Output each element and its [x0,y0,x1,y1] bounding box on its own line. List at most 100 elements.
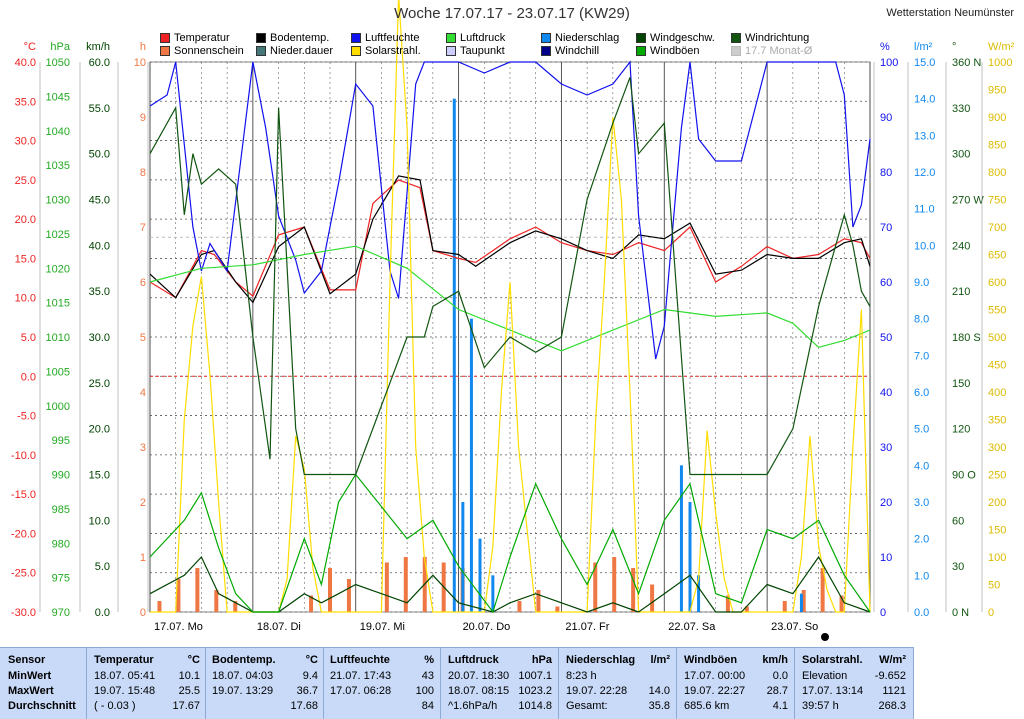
axis-tick-label-direction: 300 [952,149,970,161]
axis-tick-label-wind: 45.0 [89,195,110,207]
bar-sonnenschein [650,584,655,612]
bar-sonnenschein [801,590,806,612]
axis-tick-label-temp: -5.0 [17,411,36,423]
axis-tick-label-rain: 0.0 [914,607,929,619]
bar-niederschlag [461,502,465,612]
station-name: Wetterstation Neumünster [886,7,1014,19]
axis-tick-label-humidity: 20 [880,497,892,509]
axis-tick-label-humidity: 0 [880,607,886,619]
day-label: 20.07. Do [463,621,511,633]
axis-tick-label-solar: 300 [988,442,1006,454]
axis-tick-label-solar: 150 [988,525,1006,537]
bar-niederschlag [799,593,803,612]
bar-niederschlag [478,538,482,612]
axis-tick-label-sun: 1 [140,552,146,564]
legend-item-bodentemp: Bodentemp. [256,32,329,44]
axis-tick-label-solar: 550 [988,305,1006,317]
axis-tick-label-rain: 4.0 [914,460,929,472]
axis-tick-label-rain: 3.0 [914,497,929,509]
axis-tick-label-humidity: 60 [880,277,892,289]
bar-sonnenschein [233,601,238,612]
axis-tick-label-sun: 8 [140,167,146,179]
axis-tick-label-wind: 10.0 [89,515,110,527]
axis-tick-label-solar: 650 [988,250,1006,262]
axis-tick-label-sun: 10 [134,57,146,69]
axis-tick-label-rain: 13.0 [914,130,935,142]
bar-sonnenschein [176,579,181,612]
day-label: 17.07. Mo [154,621,203,633]
axis-tick-label-sun: 9 [140,112,146,124]
chart-title: Woche 17.07.17 - 23.07.17 (KW29) [394,5,630,22]
axis-tick-label-humidity: 70 [880,222,892,234]
axis-tick-label-direction: 240 [952,240,970,252]
series-line-bodentemp [149,175,871,304]
bar-sonnenschein [631,568,636,612]
current-marker [821,633,829,641]
axis-tick-label-pressure: 1000 [46,401,70,413]
axis-tick-label-wind: 15.0 [89,470,110,482]
stats-col-sensor: Sensor MinWert MaxWert Durchschnitt [8,654,76,712]
axis-tick-label-sun: 6 [140,277,146,289]
bar-niederschlag [491,575,495,612]
series-line-solarstrahl [150,0,871,613]
stats-col-niederschlag: Niederschlag l/m² 8:23 h 19.07. 22:28 14.0… [566,654,670,712]
axis-tick-label-pressure: 1015 [46,298,70,310]
axis-tick-label-rain: 8.0 [914,314,929,326]
axis-tick-label-direction: 210 [952,286,970,298]
axis-tick-label-humidity: 100 [880,57,898,69]
series-line-temperatur [149,179,871,299]
axis-tick-label-temp: -10.0 [11,450,36,462]
day-label: 21.07. Fr [565,621,609,633]
bar-sonnenschein [384,562,389,612]
axis-unit-rain: l/m² [914,41,933,53]
axis-tick-label-pressure: 985 [52,504,70,516]
axis-tick-label-temp: 30.0 [15,136,36,148]
bar-sonnenschein [555,606,560,612]
axis-tick-label-rain: 9.0 [914,277,929,289]
axis-tick-label-solar: 350 [988,415,1006,427]
axis-tick-label-humidity: 10 [880,552,892,564]
legend-item-windrichtung: Windrichtung [731,32,809,44]
legend-item-luftdruck: Luftdruck [446,32,505,44]
axis-tick-label-direction: 150 [952,378,970,390]
bar-sonnenschein [328,568,332,612]
axis-tick-label-solar: 250 [988,470,1006,482]
axis-tick-label-humidity: 50 [880,332,892,344]
bar-sonnenschein [839,595,844,612]
bar-niederschlag [688,502,692,612]
axis-tick-label-rain: 14.0 [914,94,935,106]
axis-tick-label-rain: 7.0 [914,350,929,362]
axis-tick-label-humidity: 30 [880,442,892,454]
bar-sonnenschein [536,590,541,612]
axis-tick-label-temp: 0.0 [21,371,36,383]
bar-sonnenschein [214,590,219,612]
bar-sonnenschein [309,595,314,612]
bar-niederschlag [452,98,456,612]
axis-tick-label-pressure: 1050 [46,57,70,69]
axis-tick-label-humidity: 40 [880,387,892,399]
axis-tick-label-direction: 90 O [952,470,976,482]
axis-tick-label-solar: 400 [988,387,1006,399]
axis-tick-label-wind: 60.0 [89,57,110,69]
axis-tick-label-rain: 5.0 [914,424,929,436]
stats-col-bodentemp: Bodentemp. °C 18.07. 04:03 9.4 19.07. 13:2… [212,654,318,712]
bar-niederschlag [697,575,701,612]
axis-unit-direction: ° [952,41,956,53]
axis-tick-label-sun: 4 [140,387,146,399]
legend-item-luftfeuchte: Luftfeuchte [351,32,419,44]
axis-tick-label-pressure: 1030 [46,195,70,207]
axis-tick-label-sun: 5 [140,332,146,344]
axis-tick-label-solar: 750 [988,195,1006,207]
axis-tick-label-pressure: 970 [52,607,70,619]
axis-tick-label-rain: 1.0 [914,570,929,582]
axis-tick-label-solar: 600 [988,277,1006,289]
axis-tick-label-direction: 180 S [952,332,981,344]
axis-tick-label-wind: 35.0 [89,286,110,298]
axis-tick-label-temp: -25.0 [11,568,36,580]
bar-niederschlag [679,465,683,612]
axis-unit-temp: °C [24,41,36,53]
axis-tick-label-temp: 15.0 [15,253,36,265]
axis-tick-label-solar: 0 [988,607,994,619]
axis-tick-label-solar: 800 [988,167,1006,179]
bar-sonnenschein [517,601,522,612]
